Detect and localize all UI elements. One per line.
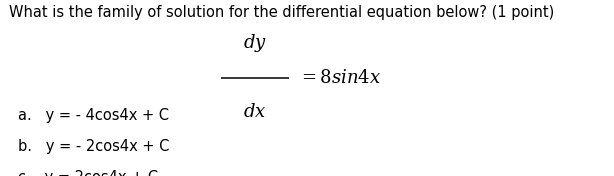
Text: What is the family of solution for the differential equation below? (1 point): What is the family of solution for the d… <box>9 5 554 20</box>
Text: $dy$: $dy$ <box>243 32 266 54</box>
Text: a.   y = - 4cos4x + C: a. y = - 4cos4x + C <box>18 108 169 123</box>
Text: c.   y = 2cos4x + C: c. y = 2cos4x + C <box>18 170 158 176</box>
Text: b.   y = - 2cos4x + C: b. y = - 2cos4x + C <box>18 139 170 154</box>
Text: $= 8sin4x$: $= 8sin4x$ <box>298 69 381 87</box>
Text: $dx$: $dx$ <box>243 103 266 121</box>
